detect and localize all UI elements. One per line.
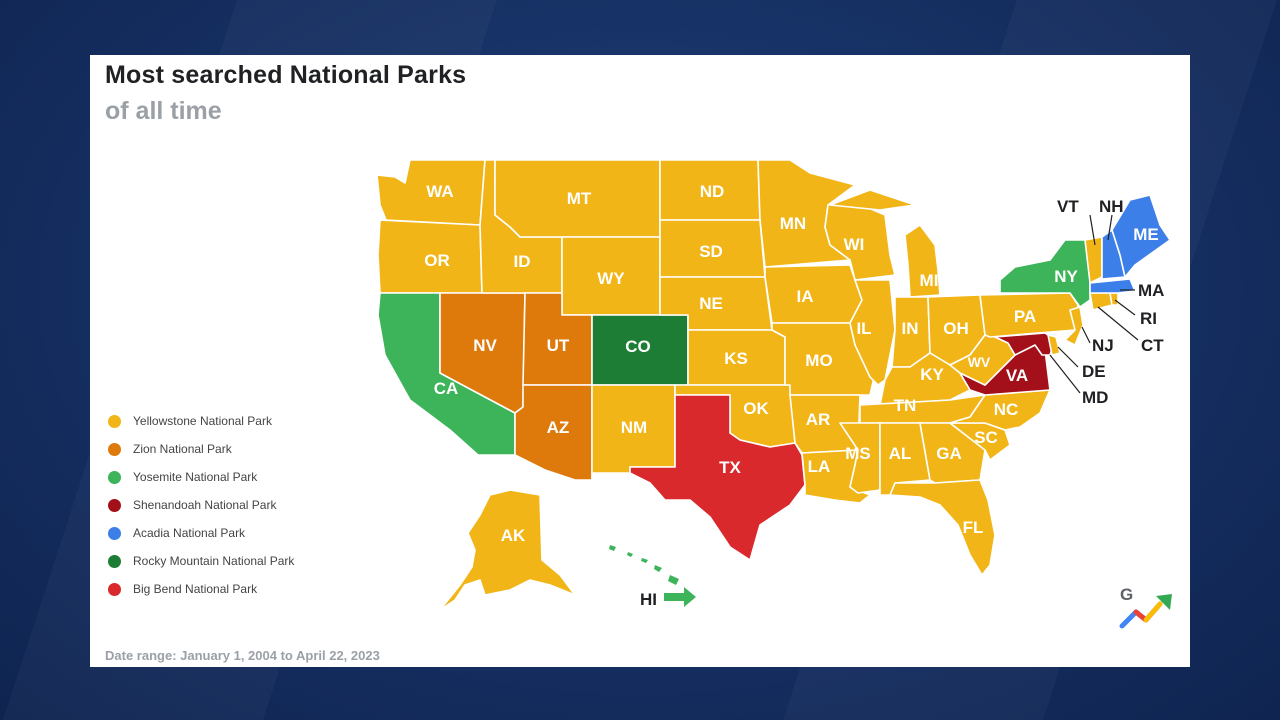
state-label-RI: RI	[1140, 309, 1157, 328]
state-NC	[949, 389, 1051, 431]
state-label-CA: CA	[434, 379, 459, 398]
legend-swatch	[108, 470, 121, 484]
state-label-CO: CO	[625, 337, 651, 356]
state-label-ME: ME	[1133, 225, 1159, 244]
state-label-TN: TN	[894, 396, 917, 415]
state-label-ID: ID	[514, 252, 531, 271]
state-ME	[1111, 194, 1171, 278]
state-label-OR: OR	[424, 251, 450, 270]
state-label-NH: NH	[1099, 197, 1124, 216]
state-label-NV: NV	[473, 336, 497, 355]
legend-item: Shenandoah National Park	[108, 491, 294, 519]
state-label-NC: NC	[994, 400, 1019, 419]
page-subtitle: of all time	[105, 97, 222, 125]
hawaii-arrow-icon	[664, 587, 696, 607]
legend-item: Zion National Park	[108, 435, 294, 463]
state-label-NE: NE	[699, 294, 723, 313]
state-label-LA: LA	[808, 457, 831, 476]
legend-label: Rocky Mountain National Park	[133, 554, 295, 568]
state-label-KS: KS	[724, 349, 748, 368]
google-trends-logo: G	[1116, 582, 1176, 637]
state-label-MI: MI	[920, 271, 939, 290]
state-MI	[829, 189, 941, 298]
state-label-WY: WY	[597, 269, 625, 288]
state-label-SC: SC	[974, 428, 998, 447]
legend-label: Big Bend National Park	[133, 582, 258, 596]
state-TX	[629, 394, 806, 561]
state-label-IN: IN	[902, 319, 919, 338]
legend-swatch	[108, 526, 121, 540]
google-trends-icon: G	[1119, 585, 1172, 629]
state-label-KY: KY	[920, 365, 944, 384]
state-label-MO: MO	[805, 351, 832, 370]
legend: Yellowstone National Park Zion National P…	[108, 407, 294, 603]
state-label-VA: VA	[1006, 366, 1028, 385]
legend-item: Big Bend National Park	[108, 575, 294, 603]
legend-label: Acadia National Park	[133, 526, 246, 540]
state-label-HI: HI	[640, 590, 657, 609]
us-map: WA OR CA NV ID MT WY UT AZ CO NM ND SD N…	[376, 159, 1171, 611]
legend-item: Yellowstone National Park	[108, 407, 294, 435]
state-label-DE: DE	[1082, 362, 1106, 381]
legend-swatch	[108, 554, 121, 568]
state-label-IA: IA	[797, 287, 814, 306]
legend-item: Yosemite National Park	[108, 463, 294, 491]
state-label-MN: MN	[780, 214, 806, 233]
state-label-AK: AK	[501, 526, 526, 545]
legend-swatch	[108, 498, 121, 512]
date-range-note: Date range: January 1, 2004 to April 22,…	[105, 648, 380, 663]
legend-label: Shenandoah National Park	[133, 498, 277, 512]
state-MA	[1089, 278, 1136, 294]
state-label-NY: NY	[1054, 267, 1078, 286]
state-label-AL: AL	[889, 444, 912, 463]
state-label-CT: CT	[1141, 336, 1164, 355]
legend-item: Rocky Mountain National Park	[108, 547, 294, 575]
state-label-WV: WV	[968, 354, 991, 370]
logo-letter: G	[1120, 585, 1133, 604]
state-DE	[1047, 334, 1061, 356]
state-FL	[889, 479, 996, 576]
state-label-AZ: AZ	[547, 418, 570, 437]
state-label-MD: MD	[1082, 388, 1108, 407]
state-label-NM: NM	[621, 418, 647, 437]
state-label-WI: WI	[844, 235, 865, 254]
state-label-ND: ND	[700, 182, 725, 201]
legend-label: Yosemite National Park	[133, 470, 258, 484]
state-label-GA: GA	[936, 444, 962, 463]
legend-swatch	[108, 442, 121, 456]
state-label-PA: PA	[1014, 307, 1036, 326]
legend-label: Yellowstone National Park	[133, 414, 272, 428]
state-label-MA: MA	[1138, 281, 1164, 300]
state-label-OH: OH	[943, 319, 969, 338]
state-label-OK: OK	[743, 399, 769, 418]
state-label-TX: TX	[719, 458, 741, 477]
state-CT	[1089, 292, 1113, 311]
state-label-SD: SD	[699, 242, 723, 261]
state-RI	[1109, 292, 1119, 306]
state-label-VT: VT	[1057, 197, 1079, 216]
state-IL	[849, 279, 896, 386]
legend-swatch	[108, 414, 121, 428]
page-title: Most searched National Parks	[105, 61, 467, 89]
state-HI	[609, 545, 679, 585]
infographic-card: Most searched National Parks of all time	[90, 55, 1190, 667]
state-label-MT: MT	[567, 189, 592, 208]
state-AK	[439, 489, 576, 611]
state-label-WA: WA	[426, 182, 453, 201]
state-label-FL: FL	[963, 518, 984, 537]
legend-item: Acadia National Park	[108, 519, 294, 547]
legend-label: Zion National Park	[133, 442, 232, 456]
state-label-UT: UT	[547, 336, 570, 355]
legend-swatch	[108, 582, 121, 596]
state-label-IL: IL	[856, 319, 871, 338]
state-IA	[764, 264, 863, 324]
state-label-MS: MS	[845, 444, 871, 463]
state-label-AR: AR	[806, 410, 831, 429]
state-label-NJ: NJ	[1092, 336, 1114, 355]
